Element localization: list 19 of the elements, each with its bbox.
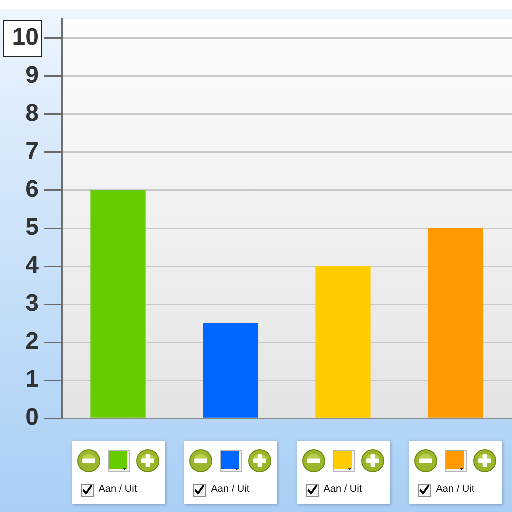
control-panel: Aan / Uit [296, 441, 390, 504]
y-tick-label: 5 [26, 214, 39, 242]
control-panel: Aan / Uit [184, 441, 278, 504]
y-tick-label: 6 [26, 176, 39, 204]
bar [428, 228, 484, 418]
y-tick-label: 3 [26, 290, 39, 318]
y-tick-label: 1 [26, 366, 39, 394]
y-tick-label: 7 [26, 138, 39, 166]
bar [316, 266, 371, 418]
y-tick-label: 8 [26, 100, 39, 128]
y-tick-label: 2 [26, 328, 39, 356]
y-tick-label: 4 [26, 252, 40, 280]
y-tick-label: 0 [26, 404, 39, 432]
y-tick-label: 10 [12, 24, 39, 52]
bar [203, 324, 258, 418]
control-panel: Aan / Uit [72, 441, 165, 504]
bar [90, 190, 146, 418]
y-tick-label: 9 [26, 62, 39, 90]
control-panel: Aan / Uit [409, 441, 502, 504]
